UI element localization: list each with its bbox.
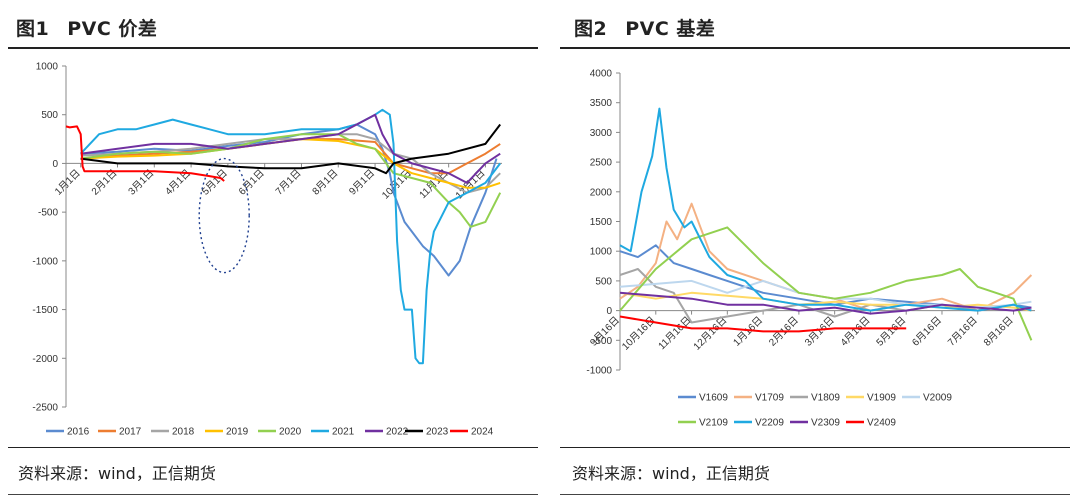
y-tick-label: 3500: [590, 98, 613, 109]
series-line-2016: [80, 123, 498, 277]
series-line-2023: [80, 123, 501, 175]
series-line-V2409: [619, 315, 907, 333]
series-line-V2109: [619, 226, 1033, 341]
x-tick-label: 8月16日: [981, 314, 1015, 348]
figure-1-end-rule: [8, 494, 538, 495]
figure-1-top-rule: [8, 47, 538, 49]
y-tick-label: 3000: [590, 128, 613, 139]
legend-label-2022: 2022: [386, 427, 409, 438]
y-tick-label: -1000: [586, 366, 612, 377]
y-tick-label: 500: [41, 110, 58, 121]
y-tick-label: 2500: [590, 158, 613, 169]
legend-label-V2209: V2209: [755, 418, 784, 429]
legend-label-2016: 2016: [67, 427, 90, 438]
series-line-V1909: [619, 291, 1032, 312]
figure-2-title-text: PVC 基差: [625, 18, 716, 40]
x-tick-label: 9月1日: [347, 167, 377, 197]
x-tick-label: 6月16日: [910, 314, 944, 348]
x-tick-label: 1月1日: [52, 167, 82, 197]
y-tick-label: 4000: [590, 69, 613, 80]
legend-label-V2409: V2409: [867, 418, 896, 429]
series-line-V2309: [619, 291, 1032, 315]
x-tick-label: 11月16日: [656, 314, 694, 352]
legend-label-V1909: V1909: [867, 393, 896, 404]
y-tick-label: -1000: [32, 256, 58, 267]
x-tick-label: 6月1日: [236, 167, 266, 197]
legend-label-2024: 2024: [471, 427, 494, 438]
x-tick-label: 4月16日: [838, 314, 872, 348]
y-tick-label: -2500: [32, 403, 58, 414]
legend-label-V2309: V2309: [811, 418, 840, 429]
y-tick-label: -1500: [32, 305, 58, 316]
legend-label-2019: 2019: [226, 427, 249, 438]
y-tick-label: 1000: [36, 62, 59, 73]
figure-2-title: 图2 PVC 基差: [574, 14, 715, 41]
x-tick-label: 7月1日: [273, 167, 303, 197]
figure-2-top-rule: [560, 47, 1070, 49]
legend-label-V1709: V1709: [755, 393, 784, 404]
x-tick-label: 5月1日: [200, 167, 230, 197]
figure-2-source: 资料来源：wind，正信期货: [572, 464, 770, 483]
series-line-2022: [80, 113, 501, 184]
series-line-2018: [80, 133, 501, 194]
y-tick-label: -500: [38, 208, 58, 219]
figure-1-bottom-rule: [8, 447, 538, 448]
y-tick-label: 2000: [590, 187, 613, 198]
x-tick-label: 7月16日: [945, 314, 979, 348]
figure-1-title-text: PVC 价差: [67, 18, 158, 40]
legend-label-2017: 2017: [119, 427, 142, 438]
legend-label-2021: 2021: [332, 427, 355, 438]
figure-2-panel: 图2 PVC 基差 4000 3500 3000 2500 2000 1500 1000 500…: [560, 0, 1080, 504]
figure-2-end-rule: [560, 494, 1070, 495]
pvc-basis-chart: 4000 3500 3000 2500 2000 1500 1000 500 0 -500 -100…: [586, 69, 1035, 429]
figure-2-number: 图2: [574, 18, 608, 40]
series-line-2021: [79, 108, 501, 365]
series-line-2024: [65, 125, 225, 182]
y-tick-label: 500: [595, 276, 612, 287]
legend-label-2023: 2023: [426, 427, 449, 438]
y-tick-label: -500: [592, 336, 612, 347]
series-line-V2209: [619, 107, 1032, 312]
series-line-V1809: [619, 268, 1032, 324]
x-tick-label: 8月1日: [310, 167, 340, 197]
legend-label-V2009: V2009: [923, 393, 952, 404]
series-line-2020: [80, 133, 502, 228]
x-tick-label: 5月16日: [874, 314, 908, 348]
y-tick-label: 1500: [590, 217, 613, 228]
legend-label-2020: 2020: [279, 427, 302, 438]
highlight-ellipse: [198, 157, 250, 274]
y-tick-label: 0: [52, 159, 58, 170]
figure-1-title: 图1 PVC 价差: [16, 14, 157, 41]
y-tick-label: 0: [606, 306, 612, 317]
legend-label-V1809: V1809: [811, 393, 840, 404]
y-tick-label: -2000: [32, 354, 58, 365]
figure-1-source: 资料来源：wind，正信期货: [18, 464, 216, 483]
y-tick-label: 1000: [590, 247, 613, 258]
legend-label-V2109: V2109: [699, 418, 728, 429]
figure-2-bottom-rule: [560, 447, 1070, 448]
legend-label-2018: 2018: [172, 427, 195, 438]
figure-1-number: 图1: [16, 18, 50, 40]
legend-label-V1609: V1609: [699, 393, 728, 404]
figure-1-panel: 图1 PVC 价差 1000 500 0 -500 -1000 -1500 -2000 -250…: [8, 14, 538, 495]
